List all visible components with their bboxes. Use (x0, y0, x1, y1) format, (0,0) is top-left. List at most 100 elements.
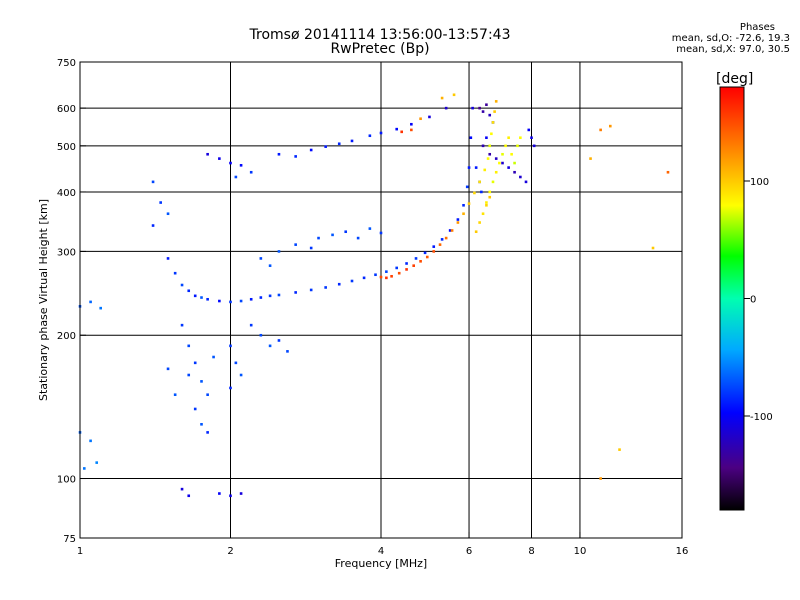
data-point (200, 296, 203, 299)
data-point (471, 106, 474, 110)
data-point (490, 132, 493, 136)
data-point (599, 477, 602, 480)
data-point (180, 487, 184, 491)
data-point (425, 255, 429, 259)
data-point (504, 144, 507, 148)
data-point (519, 136, 522, 140)
data-point (405, 268, 408, 271)
data-point (432, 245, 436, 248)
y-tick-label: 75 (63, 534, 76, 545)
data-point (89, 300, 92, 304)
data-point (239, 373, 243, 377)
data-point (618, 448, 621, 451)
x-axis: 1 2 4 6 8 10 16 (77, 532, 689, 557)
data-point (488, 152, 492, 156)
data-point (440, 96, 444, 100)
data-point (89, 439, 92, 443)
data-point (206, 297, 209, 301)
data-point (488, 113, 492, 117)
data-point (410, 128, 413, 132)
data-point (151, 180, 155, 184)
data-point (385, 270, 388, 273)
data-point (82, 467, 86, 470)
data-point (480, 190, 483, 194)
data-point (397, 271, 401, 275)
data-point (485, 203, 488, 207)
colorbar-unit-label: [deg] (716, 71, 753, 87)
data-point (462, 212, 465, 216)
data-point (324, 145, 327, 148)
data-point (440, 238, 444, 241)
x-tick-label: 16 (676, 546, 689, 557)
data-point (368, 227, 372, 230)
data-point (249, 170, 253, 174)
data-point (390, 274, 393, 278)
data-point (259, 333, 263, 337)
data-point (486, 157, 490, 160)
data-point (187, 344, 191, 348)
data-point (277, 293, 281, 297)
data-point (589, 157, 592, 160)
x-tick-label: 2 (227, 546, 233, 557)
x-tick-label: 4 (378, 546, 384, 557)
data-point (193, 361, 197, 365)
data-point (187, 289, 191, 293)
chart-subtitle: RwPretec (Bp) (330, 41, 430, 57)
data-point (159, 201, 162, 204)
data-point (405, 262, 408, 265)
data-point (498, 161, 501, 165)
colorbar (719, 86, 745, 511)
data-point (419, 117, 422, 121)
data-point (379, 275, 383, 279)
data-point (350, 279, 354, 283)
data-point (488, 190, 492, 194)
data-point (187, 373, 191, 377)
x-tick-label: 1 (77, 546, 83, 557)
data-point (507, 136, 510, 140)
data-point (229, 344, 232, 348)
data-point (234, 361, 238, 365)
phase-stats-heading: Phases (739, 22, 775, 33)
data-point (379, 231, 383, 235)
colorbar-tick-label: 100 (750, 177, 769, 188)
data-point (410, 122, 413, 126)
data-point (362, 276, 366, 280)
data-point (432, 250, 436, 253)
data-point (473, 191, 476, 195)
data-point (501, 161, 504, 165)
data-point (488, 195, 492, 199)
data-points (78, 93, 670, 498)
data-point (180, 323, 184, 327)
data-point (456, 218, 460, 221)
phase-stats-x-mode: mean, sd,X: 97.0, 30.5 (676, 44, 790, 55)
data-point (519, 175, 522, 179)
data-point (294, 155, 297, 158)
data-point (516, 144, 519, 148)
data-point (268, 344, 272, 348)
data-point (286, 350, 289, 353)
data-point (467, 166, 471, 169)
data-point (469, 136, 473, 140)
chart-title: Tromsø 20141114 13:56:00-13:57:43 (249, 27, 511, 43)
data-point (481, 110, 485, 113)
data-point (218, 299, 221, 303)
data-point (331, 233, 334, 237)
data-point (485, 201, 488, 204)
data-point (99, 306, 102, 310)
data-point (294, 243, 297, 246)
data-point (309, 288, 313, 292)
data-point (494, 157, 498, 160)
data-point (532, 144, 536, 148)
data-point (229, 300, 232, 304)
data-point (423, 251, 427, 255)
y-tick-label: 600 (57, 104, 76, 115)
data-point (456, 221, 460, 224)
data-point (419, 259, 422, 263)
data-point (474, 230, 478, 234)
data-point (438, 243, 442, 246)
data-point (173, 393, 177, 397)
data-point (368, 134, 372, 138)
data-point (467, 202, 471, 205)
data-point (324, 286, 327, 289)
